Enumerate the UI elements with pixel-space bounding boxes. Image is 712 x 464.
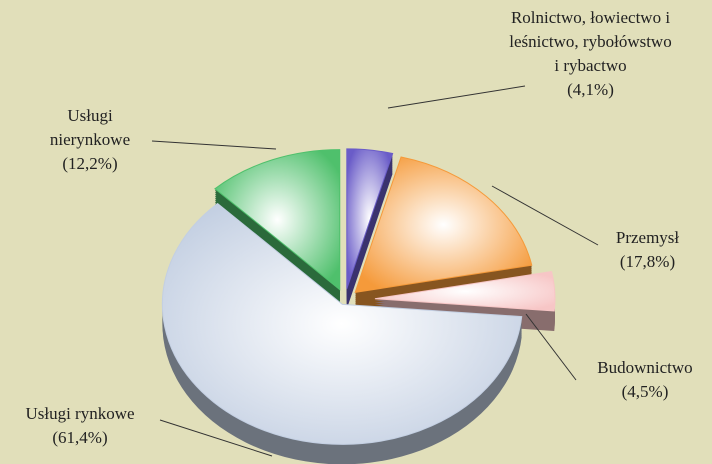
value-label: (4,5%)	[621, 382, 669, 401]
category-label: Budownictwo	[597, 358, 693, 377]
label: Budownictwo (4,5%)	[580, 356, 710, 404]
category-label: Usługi rynkowe	[25, 404, 135, 423]
leader-line	[387, 85, 526, 109]
label: Rolnictwo, łowiectwo i leśnictwo, rybołó…	[508, 6, 673, 102]
value-label: (4,1%)	[567, 80, 614, 99]
category-label: Rolnictwo, łowiectwo i leśnictwo, rybołó…	[509, 8, 672, 75]
label: Usługi nierynkowe (12,2%)	[30, 104, 150, 176]
slice	[214, 149, 341, 291]
category-label: Usługi nierynkowe	[49, 106, 131, 149]
leader-line	[525, 313, 577, 381]
value-label: (17,8%)	[619, 252, 676, 271]
value-label: (12,2%)	[62, 154, 118, 173]
label: Przemysł (17,8%)	[590, 226, 705, 274]
leader-line	[151, 140, 277, 150]
slice	[346, 148, 394, 290]
slice	[161, 202, 523, 445]
category-label: Przemysł	[615, 228, 680, 247]
slice	[354, 156, 533, 293]
label: Usługi rynkowe (61,4%)	[5, 402, 155, 450]
value-label: (61,4%)	[52, 428, 108, 447]
leader-line	[491, 185, 599, 246]
leader-line	[159, 419, 273, 457]
slice	[374, 271, 556, 312]
